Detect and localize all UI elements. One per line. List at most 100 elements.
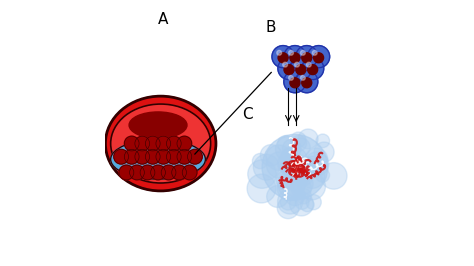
Circle shape (302, 53, 312, 63)
Ellipse shape (146, 149, 160, 164)
Circle shape (302, 156, 323, 177)
Circle shape (292, 162, 313, 182)
Circle shape (283, 159, 301, 176)
Ellipse shape (110, 140, 205, 179)
Circle shape (285, 185, 305, 206)
Ellipse shape (161, 165, 176, 180)
Ellipse shape (156, 136, 171, 151)
Circle shape (316, 134, 329, 148)
Ellipse shape (177, 136, 191, 151)
Circle shape (306, 194, 321, 210)
Circle shape (308, 45, 329, 68)
Circle shape (296, 188, 311, 204)
Circle shape (289, 75, 293, 80)
Circle shape (284, 65, 294, 74)
Circle shape (266, 145, 292, 170)
Circle shape (308, 65, 318, 74)
Circle shape (284, 70, 306, 93)
Circle shape (281, 148, 297, 164)
Circle shape (305, 148, 328, 171)
Circle shape (299, 173, 326, 200)
Ellipse shape (129, 165, 145, 180)
Circle shape (295, 196, 309, 209)
Ellipse shape (182, 165, 197, 180)
Circle shape (262, 134, 328, 200)
Circle shape (247, 174, 276, 203)
Circle shape (301, 198, 314, 212)
Circle shape (290, 53, 300, 63)
Ellipse shape (166, 136, 181, 151)
Circle shape (278, 57, 300, 80)
Circle shape (296, 65, 306, 74)
Circle shape (289, 162, 302, 176)
Circle shape (267, 186, 289, 207)
Circle shape (254, 154, 279, 180)
Circle shape (302, 78, 312, 88)
Circle shape (291, 178, 311, 198)
Ellipse shape (124, 149, 139, 164)
Circle shape (280, 147, 307, 174)
Circle shape (301, 57, 324, 80)
Circle shape (301, 75, 305, 80)
Circle shape (291, 173, 313, 195)
Circle shape (290, 57, 312, 80)
Circle shape (252, 153, 268, 169)
Circle shape (287, 157, 304, 175)
Circle shape (289, 50, 293, 55)
Circle shape (283, 139, 301, 158)
Ellipse shape (135, 149, 150, 164)
Circle shape (292, 162, 312, 182)
Circle shape (277, 197, 299, 219)
Circle shape (294, 62, 300, 67)
Circle shape (290, 192, 313, 216)
Ellipse shape (119, 165, 134, 180)
Circle shape (285, 169, 308, 192)
Circle shape (305, 152, 329, 176)
Circle shape (288, 160, 302, 174)
Circle shape (283, 62, 288, 67)
Ellipse shape (188, 149, 202, 164)
Circle shape (293, 159, 315, 181)
Circle shape (284, 160, 303, 179)
Ellipse shape (177, 149, 191, 164)
Ellipse shape (114, 149, 128, 164)
Circle shape (272, 45, 294, 68)
Circle shape (316, 168, 329, 182)
Circle shape (284, 160, 303, 179)
Circle shape (291, 135, 307, 151)
Circle shape (260, 145, 282, 166)
Circle shape (314, 142, 334, 162)
Circle shape (306, 62, 311, 67)
Circle shape (301, 50, 305, 55)
Circle shape (298, 157, 315, 174)
Ellipse shape (105, 96, 216, 191)
Ellipse shape (129, 112, 187, 138)
Circle shape (278, 189, 303, 214)
Circle shape (277, 135, 294, 152)
Circle shape (277, 50, 282, 55)
Circle shape (284, 156, 302, 174)
Circle shape (290, 78, 300, 88)
Ellipse shape (172, 165, 186, 180)
Circle shape (277, 177, 301, 201)
Circle shape (278, 153, 299, 174)
Circle shape (296, 45, 318, 68)
Circle shape (300, 163, 325, 189)
Ellipse shape (110, 104, 210, 183)
Circle shape (293, 165, 313, 186)
Circle shape (275, 137, 301, 161)
Circle shape (266, 152, 293, 178)
Ellipse shape (140, 165, 155, 180)
Circle shape (291, 138, 310, 157)
Circle shape (314, 53, 324, 63)
Text: C: C (242, 107, 253, 122)
Circle shape (296, 70, 318, 93)
Ellipse shape (156, 149, 171, 164)
Circle shape (248, 160, 276, 188)
Text: A: A (158, 12, 168, 27)
Circle shape (280, 157, 299, 176)
Circle shape (312, 50, 317, 55)
Circle shape (289, 160, 310, 181)
Circle shape (320, 163, 347, 189)
Ellipse shape (151, 165, 165, 180)
